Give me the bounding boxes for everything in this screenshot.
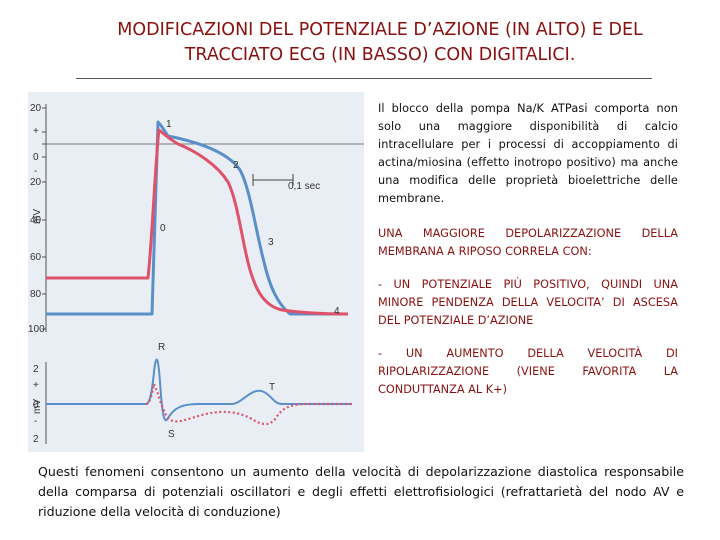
title-line-1: MODIFICAZIONI DEL POTENZIALE D’AZIONE (I… [117,20,643,40]
phase-2-label: 2 [233,160,239,171]
control-ecg-trace [46,358,352,421]
ap-tick-20-top: 20 [30,103,42,114]
ap-tick-20: 20 [30,177,42,188]
depolarization-heading: UNA MAGGIORE DEPOLARIZZAZIONE DELLA MEMB… [378,227,678,258]
title-divider [76,78,652,79]
slide-title: MODIFICAZIONI DEL POTENZIALE D’AZIONE (I… [60,18,700,68]
ap-tick-0: 0 [33,152,39,163]
ecg-tick-2-top: 2 [33,364,39,375]
ecg-tick-0: 0 [33,400,39,411]
ap-axis-label: mV [32,209,43,224]
phase-3-label: 3 [268,237,274,248]
digitalis-action-potential-trace [46,128,349,316]
digitalis-ecg-trace [145,382,352,426]
ecg-tick-minus: - [34,416,37,427]
ap-tick-100: 100 [28,324,45,335]
phase-0-label: 0 [160,223,166,234]
ap-tick-80: 80 [30,289,42,300]
point-repolarization: - UN AUMENTO DELLA VELOCITÀ DI RIPOLARIZ… [378,347,678,396]
ap-tick-marks [42,107,46,330]
time-scale-label: 0,1 sec [288,181,320,192]
control-action-potential-trace [46,120,342,316]
title-line-2: TRACCIATO ECG (IN BASSO) CON DIGITALICI. [184,45,576,65]
ap-tick-minus: - [34,166,37,177]
ap-tick-plus: + [33,126,39,137]
ecg-wave-t-label: T [269,382,275,393]
figure-svg: 20 + 0 - 20 40 60 80 100 mV 0,1 sec 1 2 … [28,103,364,445]
ap-tick-40: 40 [30,215,42,226]
explanation-column: Il blocco della pompa Na/K ATPasi compor… [378,100,678,414]
conclusion-paragraph: Questi fenomeni consentono un aumento de… [38,464,684,519]
intro-paragraph: Il blocco della pompa Na/K ATPasi compor… [378,102,678,205]
ecg-tick-2-bottom: 2 [33,434,39,445]
ap-tick-60: 60 [30,252,42,263]
point-positive-potential: - UN POTENZIALE PIÙ POSITIVO, QUINDI UNA… [378,278,678,327]
phase-4-label: 4 [334,306,340,317]
phase-1-label: 1 [166,119,172,130]
ecg-axis-label: mV [32,399,43,414]
ecg-wave-r-label: R [158,342,165,353]
ecg-tick-plus: + [33,380,39,391]
ecg-wave-s-label: S [168,429,175,440]
action-potential-ecg-figure: 20 + 0 - 20 40 60 80 100 mV 0,1 sec 1 2 … [28,92,364,452]
